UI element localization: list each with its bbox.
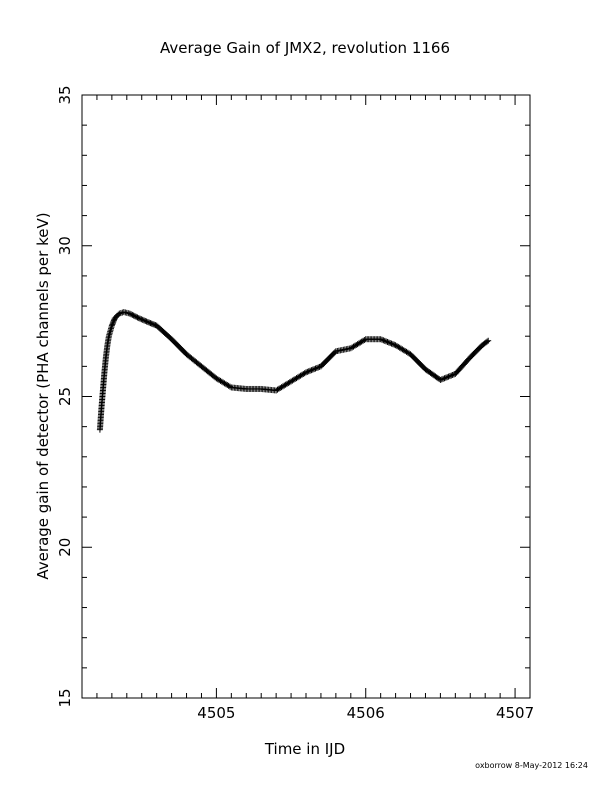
x-tick-label: 4507: [496, 704, 534, 722]
data-point: [387, 340, 394, 347]
data-point: [304, 368, 311, 375]
y-tick-label: 20: [56, 538, 74, 557]
data-point: [144, 319, 151, 326]
x-tick-label: 4506: [347, 704, 385, 722]
data-point: [485, 337, 492, 344]
data-point: [137, 315, 144, 322]
data-point: [135, 315, 142, 322]
data-point: [308, 367, 315, 374]
data-point: [437, 376, 444, 383]
data-point: [138, 316, 145, 323]
data-point: [226, 383, 233, 390]
data-point: [389, 341, 396, 348]
data-point: [301, 370, 308, 377]
y-tick-label: 30: [56, 236, 74, 255]
chart-title: Average Gain of JMX2, revolution 1166: [160, 39, 450, 57]
footer-credit: oxborrow 8-May-2012 16:24: [475, 761, 588, 770]
data-point: [303, 369, 309, 376]
data-point: [116, 310, 123, 317]
data-point: [385, 339, 392, 346]
data-point: [381, 337, 388, 344]
data-point: [483, 338, 490, 345]
y-tick-label: 25: [56, 387, 74, 406]
y-tick-label: 35: [56, 85, 74, 104]
data-point: [445, 373, 452, 380]
data-point: [128, 311, 135, 318]
data-point: [117, 310, 124, 317]
data-point: [307, 367, 314, 374]
data-point: [126, 310, 133, 317]
data-point: [131, 313, 138, 320]
data-point: [380, 337, 387, 344]
data-point: [441, 375, 448, 382]
data-point: [313, 364, 320, 371]
y-axis: 15 20 25 30 35: [56, 85, 530, 708]
data-point: [305, 368, 312, 375]
data-point: [438, 376, 445, 383]
data-point: [448, 372, 455, 379]
data-points: [96, 309, 492, 433]
data-point: [139, 316, 146, 323]
data-point: [388, 340, 395, 347]
data-point: [384, 338, 391, 345]
y-axis-label: Average gain of detector (PHA channels p…: [34, 212, 52, 579]
data-point: [331, 349, 338, 356]
data-point: [449, 371, 456, 378]
y-tick-label: 15: [56, 688, 74, 707]
data-point: [142, 317, 149, 324]
data-point: [361, 337, 368, 344]
data-point: [315, 364, 322, 371]
plot-frame: [81, 94, 531, 699]
data-point: [129, 311, 136, 318]
data-point: [383, 338, 390, 345]
data-point: [312, 365, 319, 372]
data-point: [140, 317, 147, 324]
x-axis: 4505 4506 4507: [81, 95, 534, 722]
data-point: [440, 375, 447, 382]
data-point: [391, 341, 398, 348]
data-point: [444, 374, 451, 381]
data-point: [134, 314, 141, 321]
data-point: [311, 366, 318, 373]
data-point: [130, 312, 137, 319]
data-point: [442, 374, 449, 381]
data-point: [379, 336, 386, 343]
data-point: [446, 373, 453, 380]
data-point: [377, 336, 384, 343]
x-axis-label: Time in IJD: [264, 740, 345, 758]
data-point: [309, 366, 316, 373]
x-tick-label: 4505: [197, 704, 235, 722]
data-point: [133, 313, 140, 320]
data-point: [143, 318, 150, 325]
